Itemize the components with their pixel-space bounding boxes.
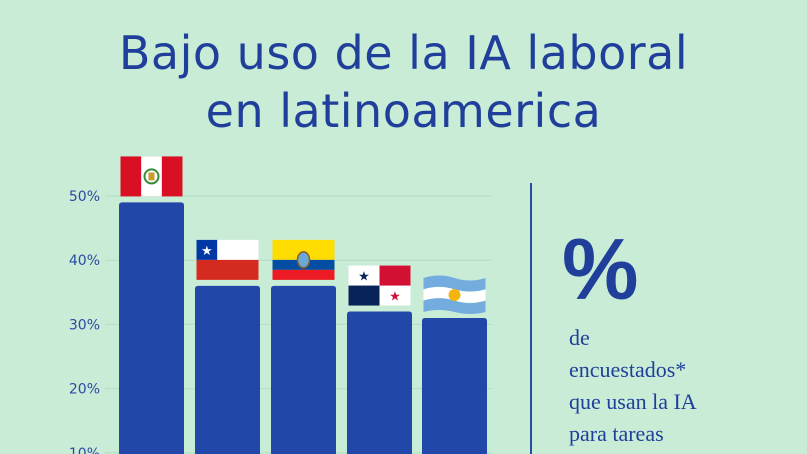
bars (119, 202, 487, 454)
percent-symbol: % (562, 222, 639, 318)
flags: ★★★ (120, 156, 486, 314)
side-note: de encuestados* que usan la IA para tare… (569, 322, 799, 450)
bar-argentina (422, 317, 487, 454)
side-note-line-1: de (569, 325, 590, 350)
argentina-flag-icon (423, 275, 486, 314)
panama-flag-icon: ★★ (348, 265, 411, 306)
chart-title-line-2: en latinoamerica (205, 84, 602, 138)
y-tick-label: 30% (69, 317, 100, 333)
bar-ecuador (271, 285, 336, 454)
y-tick-label: 20% (69, 382, 100, 398)
bar-panama (347, 311, 412, 454)
ecuador-flag-icon (272, 239, 335, 280)
svg-text:★: ★ (201, 244, 213, 259)
vertical-divider (530, 183, 532, 454)
side-note-line-3: que usan la IA (569, 389, 697, 414)
y-tick-label: 10% (69, 446, 100, 454)
svg-text:★: ★ (389, 290, 401, 305)
chart-title: Bajo uso de la IA laboral en latinoameri… (0, 24, 807, 140)
chart-title-line-1: Bajo uso de la IA laboral (118, 26, 689, 80)
side-note-line-2: encuestados* (569, 357, 687, 382)
bar-peru (119, 202, 184, 454)
side-note-line-4: para tareas (569, 421, 664, 446)
chile-flag-icon: ★ (196, 239, 259, 280)
y-tick-label: 50% (69, 189, 100, 205)
bar-chile (195, 285, 260, 454)
y-axis-tick-labels: 10% 20% 30% 40% 50% (69, 189, 100, 454)
y-tick-label: 40% (69, 253, 100, 269)
svg-text:★: ★ (358, 270, 370, 285)
peru-flag-icon (120, 156, 183, 197)
